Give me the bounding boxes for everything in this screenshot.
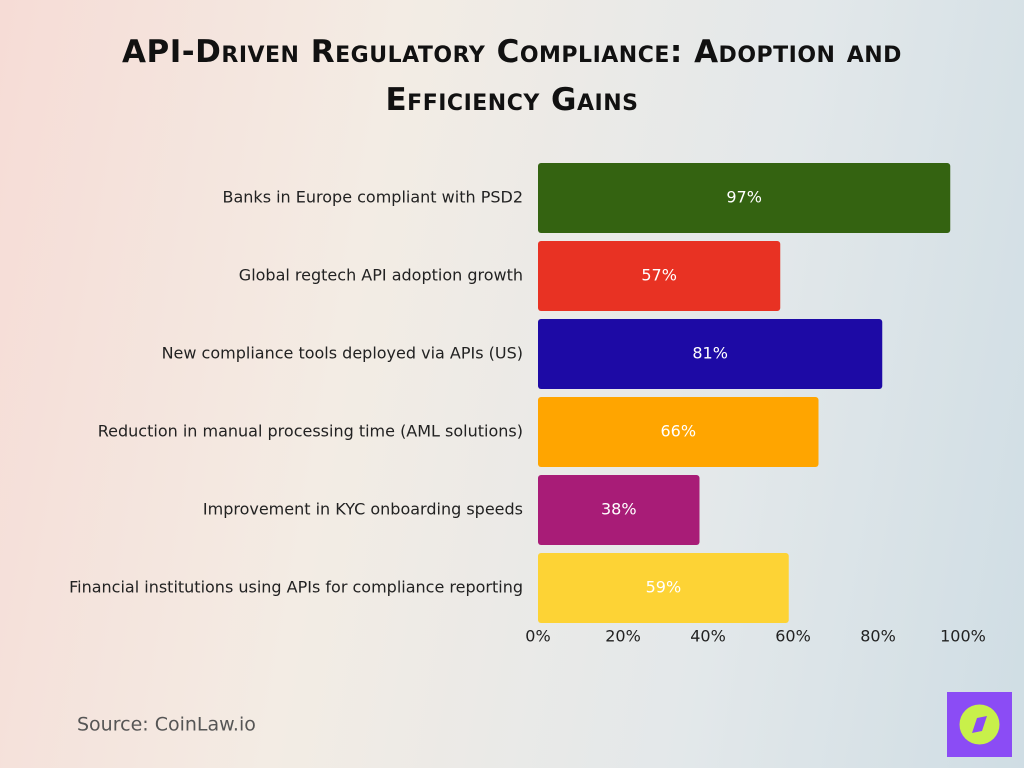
value-label: 38% [601, 500, 637, 519]
y-tick-label: New compliance tools deployed via APIs (… [162, 344, 523, 363]
chart-title: API-Driven Regulatory Compliance: Adopti… [122, 34, 902, 118]
logo [947, 692, 1012, 757]
value-label: 97% [726, 188, 762, 207]
x-tick-label: 60% [775, 627, 811, 646]
y-tick-label: Improvement in KYC onboarding speeds [203, 500, 523, 519]
value-label: 57% [641, 266, 677, 285]
bar [538, 163, 951, 233]
x-tick-label: 100% [940, 627, 986, 646]
x-tick-label: 80% [860, 627, 896, 646]
bar [538, 475, 700, 545]
x-tick-label: 20% [605, 627, 641, 646]
x-tick-label: 0% [525, 627, 550, 646]
bar [538, 241, 781, 311]
value-label: 59% [646, 578, 682, 597]
bar [538, 553, 789, 623]
bar [538, 397, 819, 467]
y-tick-label: Financial institutions using APIs for co… [69, 578, 523, 597]
source: Source: CoinLaw.io [77, 714, 256, 736]
value-label: 81% [692, 344, 728, 363]
y-tick-label: Banks in Europe compliant with PSD2 [223, 188, 524, 207]
x-tick-label: 40% [690, 627, 726, 646]
value-label: 66% [660, 422, 696, 441]
y-tick-label: Reduction in manual processing time (AML… [98, 422, 523, 441]
y-tick-label: Global regtech API adoption growth [239, 266, 523, 285]
bar [538, 319, 883, 389]
